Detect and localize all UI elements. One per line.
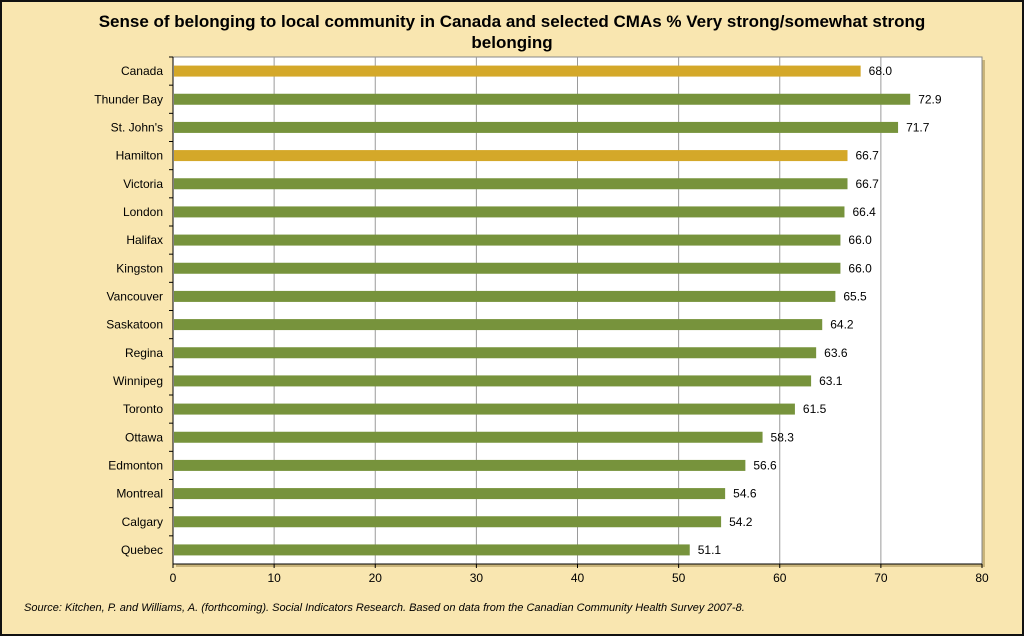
category-label: Ottawa: [125, 430, 163, 444]
value-label: 63.6: [824, 346, 848, 360]
category-label: Vancouver: [107, 289, 163, 303]
bar: [174, 403, 795, 415]
category-label: St. John's: [111, 120, 163, 134]
category-label: London: [123, 205, 163, 219]
category-label: Quebec: [121, 543, 163, 557]
x-tick-label: 10: [267, 571, 281, 585]
bar: [174, 544, 690, 556]
source-note: Source: Kitchen, P. and Williams, A. (fo…: [24, 602, 745, 614]
x-tick-label: 80: [975, 571, 989, 585]
value-label: 65.5: [843, 289, 867, 303]
value-label: 71.7: [906, 120, 930, 134]
bar: [174, 206, 845, 218]
bar: [174, 262, 841, 274]
x-tick-label: 40: [571, 571, 585, 585]
value-label: 66.7: [856, 177, 880, 191]
x-tick-label: 30: [470, 571, 484, 585]
category-label: Kingston: [116, 261, 163, 275]
x-tick-label: 0: [170, 571, 177, 585]
value-label: 72.9: [918, 92, 942, 106]
category-label: Edmonton: [108, 458, 163, 472]
value-label: 66.4: [852, 205, 876, 219]
category-label: Toronto: [123, 402, 163, 416]
chart-title: Sense of belonging to local community in…: [98, 12, 926, 52]
bar: [174, 290, 836, 302]
value-label: 68.0: [869, 64, 893, 78]
bar: [174, 319, 823, 331]
bar: [174, 93, 911, 105]
category-label: Thunder Bay: [94, 92, 163, 106]
x-tick-label: 50: [672, 571, 686, 585]
category-label: Victoria: [123, 177, 163, 191]
bar: [174, 65, 861, 77]
value-label: 61.5: [803, 402, 827, 416]
bar: [174, 347, 817, 359]
category-label: Calgary: [122, 515, 163, 529]
category-label: Halifax: [126, 233, 163, 247]
bar: [174, 516, 722, 528]
value-label: 54.2: [729, 515, 753, 529]
category-label: Hamilton: [116, 149, 163, 163]
bar: [174, 234, 841, 246]
category-label: Regina: [125, 346, 163, 360]
category-label: Saskatoon: [106, 318, 163, 332]
category-label: Montreal: [116, 487, 163, 501]
bar: [174, 488, 726, 500]
bar: [174, 459, 746, 471]
value-label: 66.0: [848, 233, 872, 247]
value-label: 56.6: [753, 458, 777, 472]
x-tick-label: 70: [874, 571, 888, 585]
bar: [174, 150, 848, 162]
value-label: 51.1: [698, 543, 722, 557]
value-label: 58.3: [771, 430, 795, 444]
bar: [174, 431, 763, 443]
bar: [174, 178, 848, 190]
value-label: 64.2: [830, 318, 854, 332]
category-label: Winnipeg: [113, 374, 163, 388]
value-label: 54.6: [733, 487, 757, 501]
x-tick-label: 60: [773, 571, 787, 585]
bar: [174, 375, 812, 387]
value-label: 63.1: [819, 374, 843, 388]
x-tick-label: 20: [369, 571, 383, 585]
category-label: Canada: [121, 64, 163, 78]
bar: [174, 121, 899, 133]
value-label: 66.0: [848, 261, 872, 275]
value-label: 66.7: [856, 149, 880, 163]
